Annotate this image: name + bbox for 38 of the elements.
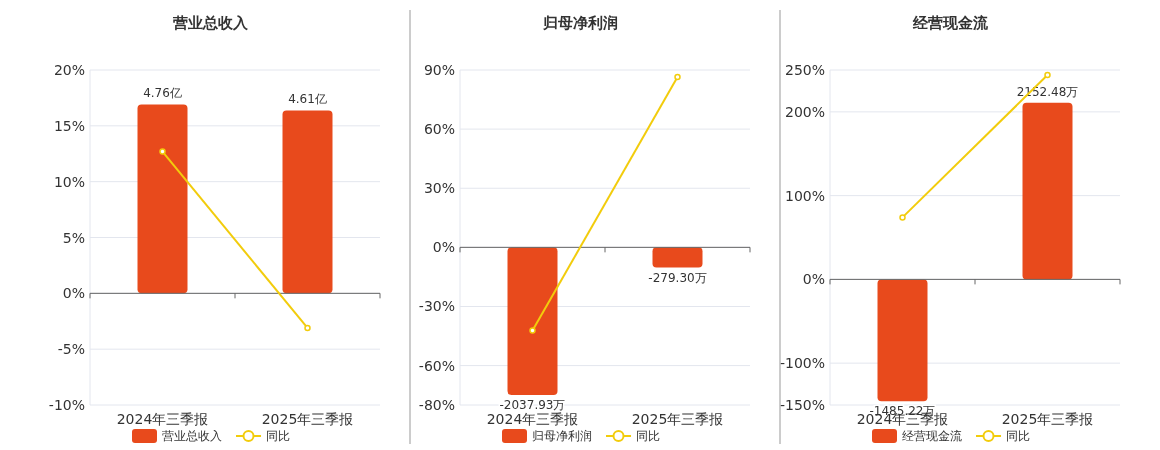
y-tick-label: -60% (418, 357, 455, 374)
y-tick-label: -80% (418, 397, 455, 413)
legend-label: 同比 (1006, 429, 1030, 443)
y-tick-label: 250% (784, 62, 825, 78)
y-tick-label: 20% (53, 62, 85, 78)
y-tick-label: 90% (423, 62, 455, 78)
y-tick-label: -150% (779, 397, 825, 413)
y-tick-label: -100% (779, 355, 825, 372)
y-tick-label: 30% (423, 180, 455, 197)
y-tick-label: 15% (53, 117, 85, 134)
x-tick-label: 2024年三季报 (116, 411, 209, 427)
x-tick-label: 2025年三季报 (261, 411, 354, 427)
legend-label: 同比 (266, 429, 290, 443)
legend-label: 归母净利润 (532, 429, 592, 443)
data-label: -2037.93万 (499, 398, 566, 412)
legend-label: 经营现金流 (902, 429, 962, 443)
y-tick-label: 200% (784, 103, 825, 120)
legend-label: 营业总收入 (162, 429, 222, 443)
y-tick-label: 5% (62, 229, 85, 246)
legend-label: 同比 (636, 429, 660, 443)
y-tick-label: -5% (57, 341, 85, 358)
data-label: 4.61亿 (288, 92, 327, 107)
y-tick-label: 0% (432, 239, 455, 256)
y-tick-label: -10% (48, 397, 85, 413)
y-tick-label: 0% (62, 285, 85, 302)
chart-title: 归母净利润 (541, 14, 618, 32)
x-tick-label: 2024年三季报 (486, 411, 579, 427)
data-label: -279.30万 (648, 270, 707, 285)
chart-title: 营业总收入 (171, 14, 249, 32)
y-tick-label: 100% (784, 187, 825, 204)
chart-title: 经营现金流 (911, 14, 989, 32)
data-label: 4.76亿 (143, 86, 182, 101)
y-tick-label: -30% (418, 298, 455, 315)
x-tick-label: 2025年三季报 (631, 411, 724, 427)
y-tick-label: 10% (53, 173, 85, 190)
x-tick-label: 2025年三季报 (1001, 411, 1094, 427)
y-tick-label: 60% (423, 121, 455, 138)
y-tick-label: 0% (802, 271, 825, 288)
